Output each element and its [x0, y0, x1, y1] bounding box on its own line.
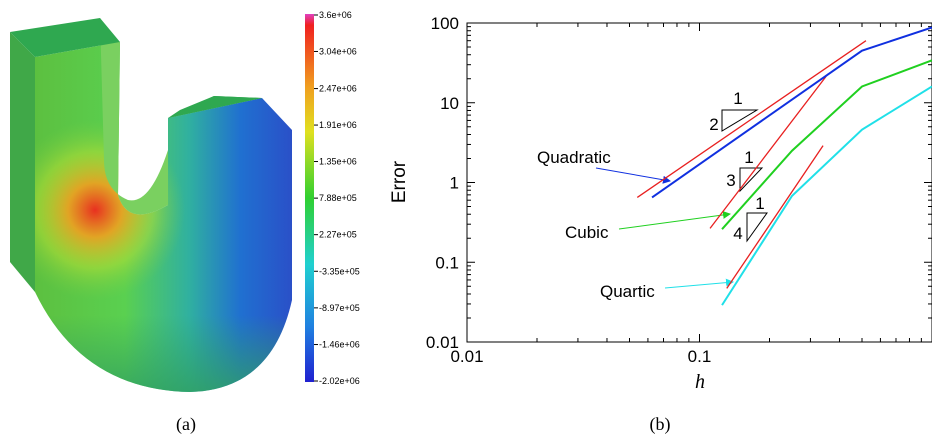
chart: Error h (b) Quadratic Cubic Quartic 1 2 …: [389, 22, 932, 435]
colorbar-label: -3.35e+05: [319, 266, 360, 276]
slope-rise: 3: [726, 171, 735, 190]
top-face: [168, 96, 262, 118]
colorbar-label: -8.97e+05: [319, 303, 360, 313]
side-face: [10, 32, 35, 292]
slope-run: 1: [744, 148, 753, 167]
y-axis-label: Error: [389, 160, 410, 203]
x-tick-label: 0.01: [450, 347, 483, 366]
colorbar-label: 1.35e+06: [319, 157, 357, 167]
arrow: [595, 167, 671, 184]
reference-line: [726, 145, 824, 289]
plot-frame: [466, 22, 932, 343]
colorbar-label: 1.91e+06: [319, 120, 357, 130]
slot: [100, 18, 168, 215]
annotations: Quadratic Cubic Quartic 1 2 1 3 1 4: [537, 89, 768, 301]
y-tick-label: 1: [450, 174, 459, 193]
series-label: Quartic: [600, 282, 655, 301]
slope-triangle: [746, 212, 768, 243]
colorbar-label: 2.47e+06: [319, 84, 357, 94]
caption: (a): [176, 414, 196, 435]
colorbar-label: -1.46e+06: [319, 340, 360, 350]
reference-line: [709, 73, 829, 229]
series-label: Cubic: [565, 223, 609, 242]
x-axis-label: h: [695, 371, 705, 393]
series-line: [721, 85, 932, 306]
colorbar-label: 2.27e+05: [319, 230, 357, 240]
series-line: [651, 26, 932, 199]
slope-triangle: [739, 167, 764, 193]
colorbar-label: -2.02e+06: [319, 376, 360, 386]
rendering: (a): [10, 14, 314, 435]
slope-run: 1: [755, 194, 764, 213]
slope-rise: 2: [709, 115, 718, 134]
x-tick-label: 0.1: [688, 347, 712, 366]
slope-triangle: [721, 109, 759, 132]
top-face: [10, 18, 120, 57]
caption: (b): [650, 414, 671, 435]
y-tick-label: 0.1: [435, 253, 459, 272]
series-label: Quadratic: [537, 148, 611, 167]
arrow: [618, 210, 731, 230]
colorbar-label: 7.88e+05: [319, 193, 357, 203]
series-line: [721, 59, 932, 230]
colorbar-label: 3.04e+06: [319, 46, 357, 56]
slope-run: 1: [733, 89, 742, 108]
y-tick-label: 10: [440, 94, 459, 113]
colorbar: [305, 14, 314, 382]
y-tick-label: 100: [431, 14, 459, 33]
shading: [35, 200, 292, 392]
reference-line: [636, 40, 867, 198]
y-tick-label: 0.01: [426, 333, 459, 352]
slope-rise: 4: [733, 224, 742, 243]
colorbar-label: 3.6e+06: [319, 10, 352, 20]
arrow: [664, 278, 734, 289]
